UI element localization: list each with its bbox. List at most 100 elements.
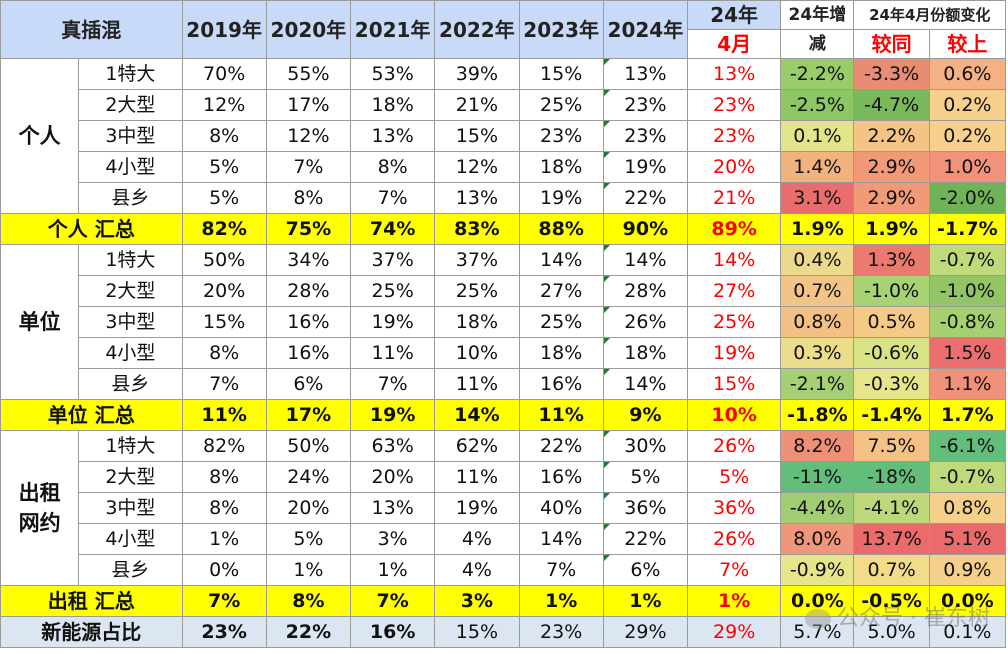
- cell-24-apr: 5%: [687, 461, 782, 493]
- month-header-bottom: 4月: [687, 29, 782, 59]
- table-row: 4小型 8% 16% 11% 10% 18% 18% 19% 0.3% -0.6% 1.5%: [1, 337, 1007, 369]
- cell-24-apr: 23%: [687, 120, 782, 152]
- nev-share-cell-2023: 23%: [518, 616, 604, 648]
- year-header-2019: 2019年: [181, 0, 267, 59]
- cell-2019: 82%: [181, 430, 267, 462]
- segment-label: 2大型: [78, 89, 183, 121]
- cell-2021: 18%: [350, 89, 436, 121]
- cell-2022: 4%: [434, 554, 520, 586]
- cell-mom: 0.9%: [928, 554, 1007, 586]
- change-header-bottom: 减: [780, 29, 855, 59]
- summary-cell-24-apr: 1%: [687, 585, 782, 617]
- segment-label: 2大型: [78, 275, 183, 307]
- cell-2021: 11%: [350, 337, 436, 369]
- summary-cell-mom: 0.0%: [928, 585, 1007, 617]
- cell-change: -2.5%: [780, 89, 855, 121]
- table-row: 县乡 5% 8% 7% 13% 19% 22% 21% 3.1% 2.9% -2.0%: [1, 182, 1007, 214]
- cell-24-apr: 26%: [687, 430, 782, 462]
- cell-2022: 13%: [434, 182, 520, 214]
- segment-label: 1特大: [78, 244, 183, 276]
- cell-change: 1.4%: [780, 151, 855, 183]
- table-row: 3中型 8% 20% 13% 19% 40% 36% 36% -4.4% -4.1% 0.8%: [1, 492, 1007, 524]
- cell-yoy: -4.7%: [853, 89, 930, 121]
- cell-2023: 19%: [518, 182, 604, 214]
- cell-2023: 18%: [518, 337, 604, 369]
- cell-2021: 3%: [350, 523, 436, 555]
- cell-mom: 0.2%: [928, 120, 1007, 152]
- summary-cell-mom: -1.7%: [928, 213, 1007, 245]
- cell-2021: 1%: [350, 554, 436, 586]
- cell-2024: 28%: [602, 275, 689, 307]
- cell-2024: 6%: [602, 554, 689, 586]
- cell-2021: 8%: [350, 151, 436, 183]
- cell-2024: 14%: [602, 244, 689, 276]
- cell-yoy: 0.5%: [853, 306, 930, 338]
- cell-2020: 34%: [265, 244, 352, 276]
- cell-2022: 25%: [434, 275, 520, 307]
- cell-2022: 18%: [434, 306, 520, 338]
- segment-label: 3中型: [78, 306, 183, 338]
- table-row: 2大型 12% 17% 18% 21% 25% 23% 23% -2.5% -4.7% 0.2%: [1, 89, 1007, 121]
- segment-label: 4小型: [78, 337, 183, 369]
- summary-cell-2021: 19%: [350, 399, 436, 431]
- cell-2020: 28%: [265, 275, 352, 307]
- cell-2023: 16%: [518, 461, 604, 493]
- cell-24-apr: 14%: [687, 244, 782, 276]
- table-row: 单位 1特大 50% 34% 37% 37% 14% 14% 14% 0.4% 1.3% -0.7%: [0, 244, 1007, 400]
- cell-2019: 7%: [181, 368, 267, 400]
- nev-share-cell-24-apr: 29%: [687, 616, 782, 648]
- cell-2020: 7%: [265, 151, 352, 183]
- cell-2024: 5%: [602, 461, 689, 493]
- cell-24-apr: 36%: [687, 492, 782, 524]
- cell-2021: 7%: [350, 182, 436, 214]
- summary-cell-24-apr: 89%: [687, 213, 782, 245]
- cell-2023: 14%: [518, 244, 604, 276]
- cell-mom: -2.0%: [928, 182, 1007, 214]
- table-row: 4小型 1% 5% 3% 4% 14% 22% 26% 8.0% 13.7% 5.1%: [1, 523, 1007, 555]
- table-row: 2大型 20% 28% 25% 25% 27% 28% 27% 0.7% -1.0% -1.0%: [1, 275, 1007, 307]
- cell-2020: 17%: [265, 89, 352, 121]
- cell-yoy: -3.3%: [853, 58, 930, 90]
- summary-cell-2024: 9%: [602, 399, 689, 431]
- cell-2019: 1%: [181, 523, 267, 555]
- cell-2023: 25%: [518, 306, 604, 338]
- cell-2020: 16%: [265, 306, 352, 338]
- cell-2019: 5%: [181, 151, 267, 183]
- cell-2024: 23%: [602, 89, 689, 121]
- cell-24-apr: 27%: [687, 275, 782, 307]
- cell-yoy: -18%: [853, 461, 930, 493]
- cell-mom: 0.8%: [928, 492, 1007, 524]
- nev-share-cell-2019: 23%: [181, 616, 267, 648]
- year-header-2023: 2023年: [518, 0, 604, 59]
- cell-2021: 13%: [350, 120, 436, 152]
- nev-share-cell-2020: 22%: [265, 616, 352, 648]
- cell-2019: 0%: [181, 554, 267, 586]
- segment-label: 县乡: [78, 368, 183, 400]
- cell-change: 8.2%: [780, 430, 855, 462]
- cell-yoy: -4.1%: [853, 492, 930, 524]
- cell-2019: 8%: [181, 337, 267, 369]
- cell-change: -2.1%: [780, 368, 855, 400]
- cell-2022: 12%: [434, 151, 520, 183]
- summary-cell-change: 1.9%: [780, 213, 855, 245]
- summary-cell-mom: 1.7%: [928, 399, 1007, 431]
- cell-24-apr: 21%: [687, 182, 782, 214]
- nev-share-cell-2022: 15%: [434, 616, 520, 648]
- table-row: 县乡 7% 6% 7% 11% 16% 14% 15% -2.1% -0.3% 1.1%: [1, 368, 1007, 400]
- cell-yoy: -0.3%: [853, 368, 930, 400]
- cell-2024: 30%: [602, 430, 689, 462]
- table-row: 2大型 8% 24% 20% 11% 16% 5% 5% -11% -18% -0.7%: [1, 461, 1007, 493]
- cell-2019: 70%: [181, 58, 267, 90]
- summary-cell-change: 0.0%: [780, 585, 855, 617]
- cell-2023: 18%: [518, 151, 604, 183]
- cell-2021: 63%: [350, 430, 436, 462]
- cell-24-apr: 25%: [687, 306, 782, 338]
- cell-mom: -1.0%: [928, 275, 1007, 307]
- cell-2022: 10%: [434, 337, 520, 369]
- cell-change: -11%: [780, 461, 855, 493]
- cell-mom: -0.7%: [928, 244, 1007, 276]
- cell-mom: 0.6%: [928, 58, 1007, 90]
- cell-change: -4.4%: [780, 492, 855, 524]
- summary-cell-2020: 75%: [265, 213, 352, 245]
- month-header-top: 24年: [687, 0, 782, 30]
